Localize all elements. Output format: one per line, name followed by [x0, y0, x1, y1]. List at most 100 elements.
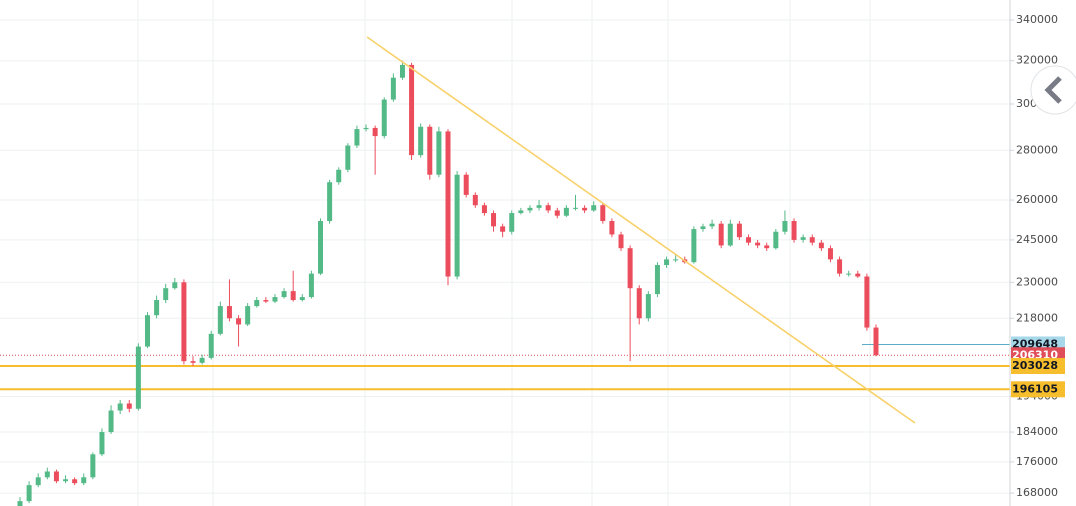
candle-body [418, 126, 424, 156]
candle-body [163, 288, 169, 301]
candle-body [600, 205, 606, 222]
candle-body [181, 282, 187, 362]
candle-body [463, 174, 469, 195]
candle-body [199, 357, 205, 363]
candle-body [318, 221, 324, 274]
candle-body [481, 205, 487, 214]
candle-body [208, 333, 214, 358]
candle-body [545, 205, 551, 211]
candle-body [44, 471, 50, 478]
candle-body [837, 259, 843, 274]
candle-body [17, 501, 23, 506]
candle-body [491, 213, 497, 227]
candle-body [591, 205, 597, 211]
candle-body [126, 403, 132, 409]
price-label: 203028 [1012, 359, 1058, 372]
candle-body [90, 454, 96, 478]
candle-body [563, 207, 569, 216]
candle-body [108, 410, 114, 433]
candle-body [35, 477, 41, 486]
candle-body [800, 237, 806, 240]
candle-body [791, 221, 797, 240]
candle-body [354, 129, 360, 146]
vertical-grid [137, 0, 871, 506]
candle-body [746, 237, 752, 243]
candle-body [226, 306, 232, 319]
candle-body [654, 265, 660, 295]
candle-body [782, 221, 788, 232]
candle-body [381, 99, 387, 137]
candle-body [327, 182, 333, 222]
candle-body [509, 213, 515, 232]
candle-body [454, 174, 460, 277]
candle-body [700, 226, 706, 230]
candle-body [272, 297, 278, 302]
candle-body [572, 207, 578, 209]
candle-body [645, 294, 651, 319]
candle-body [673, 259, 679, 261]
candle-body [818, 242, 824, 249]
y-tick-label: 245000 [1016, 233, 1058, 246]
candle-body [217, 306, 223, 334]
candle-body [409, 64, 415, 156]
y-tick-label: 176000 [1016, 455, 1058, 468]
candle-body [554, 210, 560, 216]
candle-body [281, 291, 287, 298]
candle-body [809, 237, 815, 243]
candle-body [582, 207, 588, 211]
candle-body [117, 403, 123, 411]
candle-body [144, 315, 150, 347]
candle-body [135, 346, 141, 409]
candle-body [873, 327, 879, 356]
candle-body [308, 273, 314, 298]
candle-body [290, 291, 296, 301]
candle-body [755, 242, 761, 246]
candle-body [436, 131, 442, 175]
candle-body [827, 248, 833, 260]
candle-body [263, 300, 269, 302]
candle-body [864, 276, 870, 328]
candle-body [154, 300, 160, 316]
candle-body [53, 471, 59, 482]
candle-body [372, 127, 378, 137]
candle-body [664, 259, 670, 266]
candle-body [81, 477, 87, 484]
candle-body [336, 169, 342, 183]
price-label: 206310 [1012, 348, 1058, 361]
y-tick-label: 340000 [1016, 13, 1058, 26]
candle-body [527, 207, 533, 211]
candle-body [72, 479, 78, 484]
candle-body [764, 245, 770, 249]
candle-body [718, 223, 724, 246]
candle-body [636, 288, 642, 319]
candle-body [427, 126, 433, 175]
candle-body [190, 361, 196, 363]
y-tick-label: 218000 [1016, 311, 1058, 324]
candle-body [363, 127, 369, 130]
candle-body [172, 282, 178, 289]
y-tick-label: 184000 [1016, 425, 1058, 438]
candle-body [345, 145, 351, 170]
trend-line [366, 36, 916, 424]
candle-body [472, 194, 478, 206]
candle-body [299, 297, 305, 301]
collapse-button[interactable] [1030, 65, 1076, 115]
price-label: 209648 [1012, 337, 1058, 350]
candle-body [254, 300, 260, 307]
candle-body [99, 432, 105, 455]
price-label-box [1011, 358, 1065, 375]
price-label-box [1011, 381, 1065, 398]
candle-body [736, 223, 742, 238]
candle-body [390, 77, 396, 100]
candle-body [500, 226, 506, 232]
y-tick-label: 320000 [1016, 54, 1058, 67]
candle-body [245, 306, 251, 325]
y-tick-label: 260000 [1016, 193, 1058, 206]
candle-body [691, 229, 697, 263]
candle-body [709, 223, 715, 227]
candle-body [536, 205, 542, 208]
candle-body [445, 131, 451, 277]
price-label: 196105 [1012, 382, 1058, 395]
candle-body [26, 485, 32, 502]
